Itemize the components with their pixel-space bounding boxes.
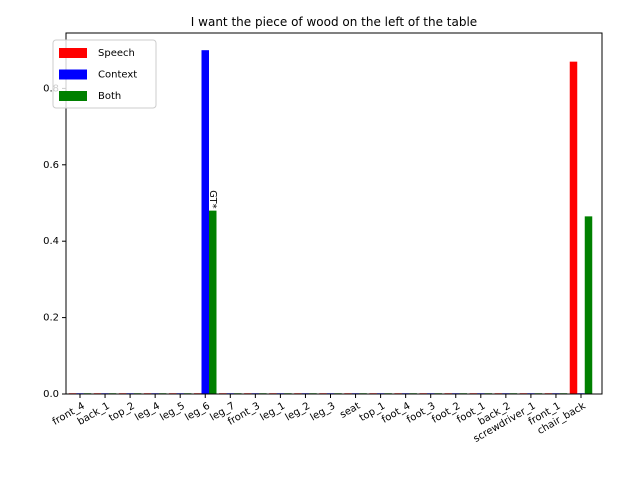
legend-label-both: Both: [98, 91, 121, 102]
legend-swatch-speech: [59, 48, 87, 58]
legend-swatch-context: [59, 69, 87, 80]
plot-frame: [65, 32, 603, 395]
y-tick-label-2: 0.4: [43, 236, 59, 247]
annotation-label-0: GT*: [207, 190, 218, 209]
chart-title: I want the piece of wood on the left of …: [191, 15, 477, 29]
legend-label-speech: Speech: [98, 48, 135, 59]
y-tick-label-3: 0.6: [43, 160, 59, 171]
legend: Speech Context Both: [52, 39, 157, 109]
legend-label-context: Context: [98, 70, 137, 81]
bar-both-leg_6: [209, 210, 217, 394]
y-tick-label-0: 0.0: [43, 389, 59, 400]
bar-speech-chair_back: [569, 61, 578, 395]
legend-swatch-both: [59, 91, 87, 101]
y-tick-label-4: 0.8: [43, 83, 59, 94]
annotations-group: GT*: [207, 190, 218, 209]
bar-both-chair_back: [584, 216, 593, 394]
y-tick-label-1: 0.2: [43, 313, 59, 324]
bar-context-leg_6: [201, 50, 209, 394]
